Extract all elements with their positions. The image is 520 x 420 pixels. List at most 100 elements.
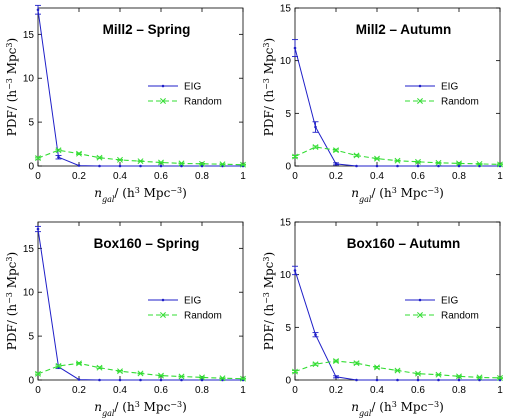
data-point-eig	[396, 164, 399, 168]
series-line-random	[294, 360, 501, 379]
legend-label-random: Random	[184, 311, 222, 322]
y-tick-label: 15	[23, 244, 35, 255]
data-point-random	[292, 368, 298, 375]
series-line-random	[37, 362, 244, 380]
data-point-eig	[98, 378, 101, 382]
data-point-eig	[139, 164, 142, 168]
x-tick-label: 0.4	[113, 385, 127, 396]
series-line-random	[294, 146, 501, 165]
data-point-random	[178, 373, 185, 380]
data-point-random	[158, 372, 164, 379]
y-tick-label: 5	[285, 109, 291, 120]
data-point-eig	[180, 164, 183, 168]
subplot-title: Mill2 – Autumn	[356, 22, 452, 37]
data-point-random	[333, 147, 339, 154]
x-axis-label: ngal/ (h3 Mpc−3)	[94, 186, 187, 204]
data-point-random	[394, 367, 401, 374]
x-tick-label: 0.8	[452, 171, 466, 182]
legend-label-random: Random	[441, 311, 479, 322]
y-tick-label: 5	[28, 118, 34, 129]
data-point-random	[435, 159, 442, 166]
data-point-random	[435, 371, 442, 378]
legend-marker	[161, 84, 165, 88]
y-tick-label: 10	[23, 74, 35, 85]
data-point-eig	[355, 378, 358, 382]
data-point-random	[394, 157, 401, 164]
x-tick-label: 0.2	[329, 385, 343, 396]
x-tick-label: 0.8	[195, 171, 209, 182]
series-line-random	[37, 149, 244, 166]
data-point-eig	[457, 378, 461, 382]
data-point-eig	[416, 164, 420, 168]
data-point-random	[137, 158, 144, 165]
data-point-random	[158, 159, 164, 166]
x-tick-label: 0.2	[72, 171, 86, 182]
legend-label-random: Random	[441, 97, 479, 108]
data-point-eig	[314, 125, 317, 129]
data-point-eig	[77, 378, 81, 381]
data-point-eig	[396, 378, 399, 382]
data-point-random	[333, 358, 339, 364]
y-axis-label: PDF/ (h−3 Mpc3)	[5, 252, 20, 350]
data-point-eig	[200, 164, 204, 168]
legend-label-eig: EIG	[184, 82, 201, 93]
data-point-random	[76, 150, 82, 157]
data-point-random	[55, 147, 62, 154]
subplot-title: Box160 – Spring	[94, 236, 200, 251]
data-point-random	[96, 364, 103, 371]
x-tick-label: 1	[240, 385, 246, 396]
data-point-eig	[118, 164, 122, 168]
data-point-random	[178, 160, 185, 167]
data-point-eig	[355, 164, 358, 168]
data-point-eig	[478, 164, 481, 168]
data-point-random	[353, 152, 360, 159]
data-point-random	[240, 161, 246, 168]
data-point-random	[476, 374, 483, 381]
data-point-eig	[293, 46, 297, 50]
data-point-random	[35, 155, 41, 162]
data-point-random	[456, 160, 462, 167]
series-line-eig	[294, 270, 500, 381]
data-point-random	[476, 160, 483, 167]
x-tick-label: 0.4	[113, 171, 127, 182]
legend-label-eig: EIG	[184, 296, 201, 307]
legend-label-eig: EIG	[441, 296, 458, 307]
data-point-eig	[200, 378, 204, 382]
data-point-random	[219, 375, 226, 382]
y-tick-label: 0	[28, 162, 34, 173]
x-tick-label: 0.2	[72, 385, 86, 396]
data-point-random	[374, 364, 380, 371]
y-tick-label: 0	[285, 376, 291, 387]
data-point-eig	[457, 164, 461, 168]
data-point-eig	[314, 333, 317, 337]
data-point-random	[55, 363, 62, 369]
data-point-eig	[375, 378, 379, 382]
data-point-random	[117, 368, 123, 375]
legend-marker	[417, 312, 423, 318]
x-tick-label: 0	[292, 171, 298, 182]
data-point-eig	[180, 378, 183, 382]
data-point-eig	[416, 378, 420, 382]
x-tick-label: 0.6	[411, 385, 425, 396]
y-tick-label: 5	[28, 332, 34, 343]
x-axis-label: ngal/ (h3 Mpc−3)	[351, 400, 444, 418]
x-tick-label: 0.8	[452, 385, 466, 396]
y-axis-label: PDF/ (h−3 Mpc3)	[262, 38, 277, 136]
data-point-eig	[334, 375, 338, 379]
x-tick-label: 0.8	[195, 385, 209, 396]
y-tick-label: 15	[23, 30, 35, 41]
data-point-eig	[57, 155, 60, 159]
data-point-random	[497, 374, 503, 381]
legend-marker	[160, 312, 166, 318]
data-point-eig	[437, 164, 440, 168]
data-point-random	[312, 144, 319, 150]
y-tick-label: 10	[23, 288, 35, 299]
legend-marker	[417, 98, 423, 104]
x-tick-label: 0.6	[154, 171, 168, 182]
data-point-eig	[139, 378, 142, 382]
x-tick-label: 0	[35, 171, 41, 182]
data-point-random	[312, 361, 319, 368]
x-axis-label: ngal/ (h3 Mpc−3)	[94, 400, 187, 418]
data-point-random	[76, 360, 82, 367]
